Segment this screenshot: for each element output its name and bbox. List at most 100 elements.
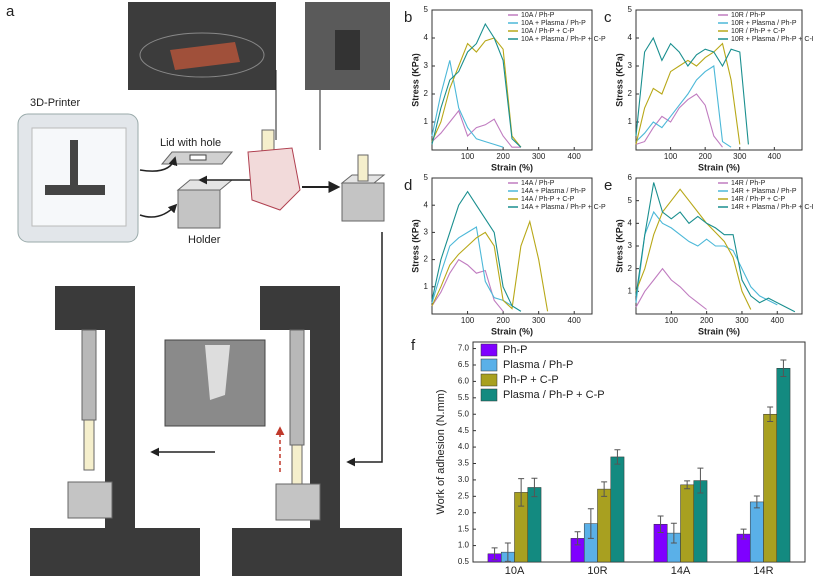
y-tick-label: 5 (424, 173, 429, 182)
holder-top (176, 179, 234, 191)
plot-frame (431, 177, 593, 315)
sample (261, 129, 275, 153)
legend-swatch (480, 358, 498, 372)
panel-label: e (604, 177, 612, 194)
x-tick-label: 10A (505, 565, 525, 577)
lid-label: Lid with hole (160, 137, 221, 149)
x-tick-label: 300 (532, 316, 546, 325)
legend-label: 14R / Ph-P (731, 180, 766, 187)
legend-label: Plasma / Ph-P + C-P (503, 389, 605, 401)
y-tick-label: 2 (628, 264, 633, 273)
legend-label: 14A + Plasma / Ph-P + C-P (521, 204, 606, 211)
series-line (431, 37, 522, 148)
series-line (431, 60, 504, 148)
y-tick-label: 7.0 (458, 344, 470, 353)
lid-hole (189, 154, 207, 161)
holder (177, 189, 221, 229)
x-tick-label: 400 (568, 152, 582, 161)
panel-label: d (404, 177, 412, 194)
series-line (635, 65, 732, 148)
legend-label: 14R / Ph-P + C-P (731, 196, 785, 203)
diagram: a 3D-Printer Lid with hole Holder (6, 2, 402, 576)
error-bar (740, 528, 747, 540)
panel-label: f (411, 337, 416, 354)
y-tick-label: 3.0 (458, 475, 470, 484)
x-tick-label: 100 (664, 152, 678, 161)
photo-sample (205, 345, 230, 400)
error-bar (614, 449, 621, 465)
machine-base (30, 528, 200, 576)
bar (776, 368, 791, 563)
y-axis-label: Work of adhesion (N.mm) (435, 389, 447, 514)
y-tick-label: 2.0 (458, 508, 470, 517)
x-axis-label: Strain (%) (491, 326, 533, 336)
series-line (635, 267, 707, 310)
holder (341, 182, 385, 222)
holder (275, 483, 321, 521)
plot-frame (431, 9, 593, 151)
legend-label: 14A + Plasma / Ph-P (521, 188, 586, 195)
error-bar (684, 480, 691, 490)
holder-label: Holder (188, 234, 221, 246)
arrow (139, 203, 178, 218)
legend-label: Ph-P (503, 344, 527, 356)
legend-label: Plasma / Ph-P (503, 359, 573, 371)
error-bar (767, 406, 774, 422)
y-tick-label: 3 (424, 228, 429, 237)
photo-sample (335, 30, 360, 70)
sample (83, 419, 95, 471)
photo (128, 2, 276, 90)
y-tick-label: 3 (628, 241, 633, 250)
series-line (635, 36, 749, 145)
series-line (635, 182, 796, 313)
plot-frame (635, 9, 803, 151)
legend-label: 10R / Ph-P + C-P (731, 28, 785, 35)
y-axis-label: Stress (KPa) (614, 219, 624, 273)
error-bar (670, 522, 677, 544)
y-tick-label: 4.0 (458, 442, 470, 451)
legend-label: 10R + Plasma / Ph-P (731, 20, 797, 27)
legend-swatch (480, 373, 498, 387)
printer-bed (45, 185, 105, 195)
legend-swatch (480, 343, 498, 357)
bar (610, 456, 625, 563)
x-tick-label: 400 (771, 316, 785, 325)
y-tick-label: 4 (424, 33, 429, 42)
x-tick-label: 10R (587, 565, 607, 577)
panel-label: a (6, 3, 15, 20)
series-line (431, 226, 522, 312)
machine-base (232, 528, 402, 576)
x-tick-label: 400 (768, 152, 782, 161)
y-tick-label: 3 (424, 61, 429, 70)
legend-label: 14R + Plasma / Ph-P (731, 188, 797, 195)
error-bar (657, 515, 664, 533)
bar (597, 488, 612, 563)
y-tick-label: 2 (628, 89, 633, 98)
error-bar (753, 495, 760, 509)
series-line (635, 188, 752, 310)
error-bar (587, 508, 594, 539)
printer-head (70, 140, 78, 185)
grip (289, 329, 305, 446)
y-tick-label: 6 (628, 173, 633, 182)
legend-label: 14R + Plasma / Ph-P + C-P (731, 204, 813, 211)
y-tick-label: 2.5 (458, 491, 470, 500)
x-tick-label: 400 (568, 316, 582, 325)
series-line (431, 22, 522, 148)
y-tick-label: 1.0 (458, 541, 470, 550)
bar (749, 501, 764, 563)
y-tick-label: 5 (628, 196, 633, 205)
x-tick-label: 200 (698, 152, 712, 161)
plot-frame (472, 341, 806, 563)
bar (763, 413, 778, 563)
error-bar (601, 481, 608, 497)
y-tick-label: 6.0 (458, 377, 470, 386)
x-axis-label: Strain (%) (698, 162, 740, 172)
sample (357, 154, 369, 182)
x-tick-label: 300 (532, 152, 546, 161)
panel-label: b (404, 9, 412, 26)
legend-label: Ph-P + C-P (503, 374, 559, 386)
printer-label: 3D-Printer (30, 97, 80, 109)
series-line (635, 93, 723, 148)
